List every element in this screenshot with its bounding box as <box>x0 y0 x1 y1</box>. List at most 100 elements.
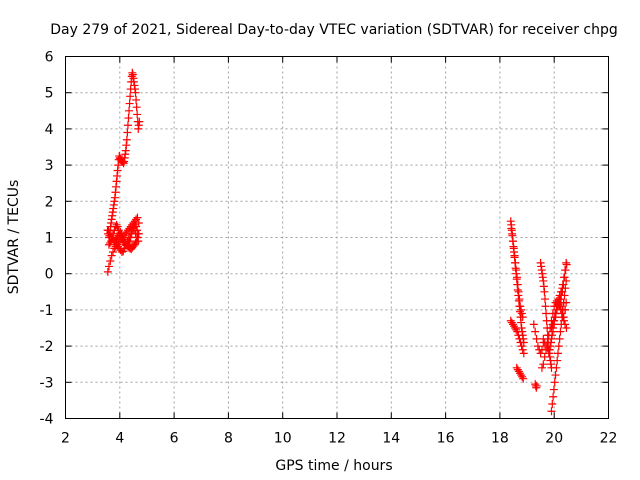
data-point <box>508 237 517 246</box>
data-point <box>544 349 553 358</box>
x-tick-label: 18 <box>491 431 509 447</box>
data-point <box>556 295 565 304</box>
data-point <box>546 338 555 347</box>
data-point <box>125 237 134 246</box>
data-point <box>133 110 142 119</box>
data-point <box>541 302 550 311</box>
y-tick-label: -2 <box>40 339 54 355</box>
data-point <box>542 309 551 318</box>
data-point <box>512 266 521 275</box>
data-point <box>515 334 524 343</box>
data-point <box>507 224 516 233</box>
data-point <box>556 327 565 336</box>
data-point <box>551 371 560 380</box>
data-point <box>516 302 525 311</box>
data-point <box>104 240 113 249</box>
data-point <box>508 229 517 238</box>
x-axis-title: GPS time / hours <box>275 458 392 474</box>
data-point <box>109 247 118 256</box>
data-point <box>547 324 556 332</box>
data-point <box>532 381 541 390</box>
data-point <box>540 295 549 304</box>
data-point <box>555 302 564 311</box>
data-point <box>510 251 519 260</box>
x-tick-label: 6 <box>170 431 179 447</box>
data-point <box>132 237 141 246</box>
data-point <box>106 257 115 266</box>
data-point <box>533 342 542 351</box>
data-point <box>549 385 558 394</box>
data-point <box>125 99 134 108</box>
x-tick-label: 16 <box>437 431 455 447</box>
data-point <box>531 327 540 336</box>
data-point <box>132 222 141 231</box>
data-point <box>548 320 557 329</box>
x-tick-label: 22 <box>600 431 618 447</box>
data-point <box>561 266 570 275</box>
data-point <box>131 88 140 97</box>
data-point <box>513 280 522 289</box>
data-point <box>135 117 144 126</box>
data-point <box>562 258 571 267</box>
data-point <box>126 233 135 242</box>
data-point <box>557 320 566 329</box>
axis-ticks <box>65 56 609 419</box>
data-point <box>122 135 131 144</box>
data-point <box>517 309 526 318</box>
data-point <box>132 95 141 104</box>
data-point <box>131 220 140 229</box>
data-point <box>115 229 124 238</box>
y-tick-label: -1 <box>40 303 54 319</box>
data-point <box>554 349 563 358</box>
data-point <box>131 238 140 247</box>
x-tick-label: 8 <box>224 431 233 447</box>
data-point <box>519 349 528 358</box>
x-tick-label: 14 <box>382 431 400 447</box>
data-point <box>516 338 525 347</box>
data-point <box>536 349 545 358</box>
x-tick-label: 4 <box>115 431 124 447</box>
grid <box>65 56 609 419</box>
data-point <box>514 331 523 340</box>
data-points <box>103 68 571 416</box>
data-point <box>518 372 527 381</box>
data-point <box>104 262 113 271</box>
data-point <box>106 238 115 247</box>
data-point <box>107 237 116 246</box>
y-tick-label: -4 <box>40 412 54 428</box>
data-point <box>550 378 559 387</box>
data-point <box>553 356 562 365</box>
data-point <box>558 313 567 322</box>
data-point <box>518 345 527 354</box>
chart-title: Day 279 of 2021, Sidereal Day-to-day VTE… <box>50 22 618 38</box>
data-point <box>133 213 142 222</box>
data-point <box>529 320 538 329</box>
y-tick-label: 6 <box>45 50 54 66</box>
x-tick-label: 10 <box>274 431 292 447</box>
y-axis-title: SDTVAR / TECUs <box>6 180 22 295</box>
x-tick-label: 20 <box>545 431 563 447</box>
x-tick-label: 2 <box>61 431 70 447</box>
data-point <box>133 226 142 235</box>
y-tick-label: -3 <box>40 375 54 391</box>
x-tick-labels: 2 4 6 8 10 12 14 16 18 20 22 <box>61 431 617 447</box>
data-point <box>554 342 563 351</box>
y-tick-label: 2 <box>45 194 54 210</box>
y-tick-label: 4 <box>45 122 54 138</box>
data-point <box>557 287 566 296</box>
data-point <box>124 114 133 123</box>
data-point <box>518 313 527 322</box>
data-point <box>513 327 522 336</box>
data-point <box>123 128 132 137</box>
data-point <box>552 363 561 372</box>
data-point <box>509 244 518 253</box>
data-point <box>551 309 560 318</box>
data-point <box>514 287 523 296</box>
data-point <box>545 345 554 354</box>
data-point <box>113 222 122 231</box>
data-point <box>537 363 546 372</box>
data-point <box>108 233 117 242</box>
data-point <box>512 325 521 334</box>
y-tick-label: 1 <box>45 231 54 247</box>
